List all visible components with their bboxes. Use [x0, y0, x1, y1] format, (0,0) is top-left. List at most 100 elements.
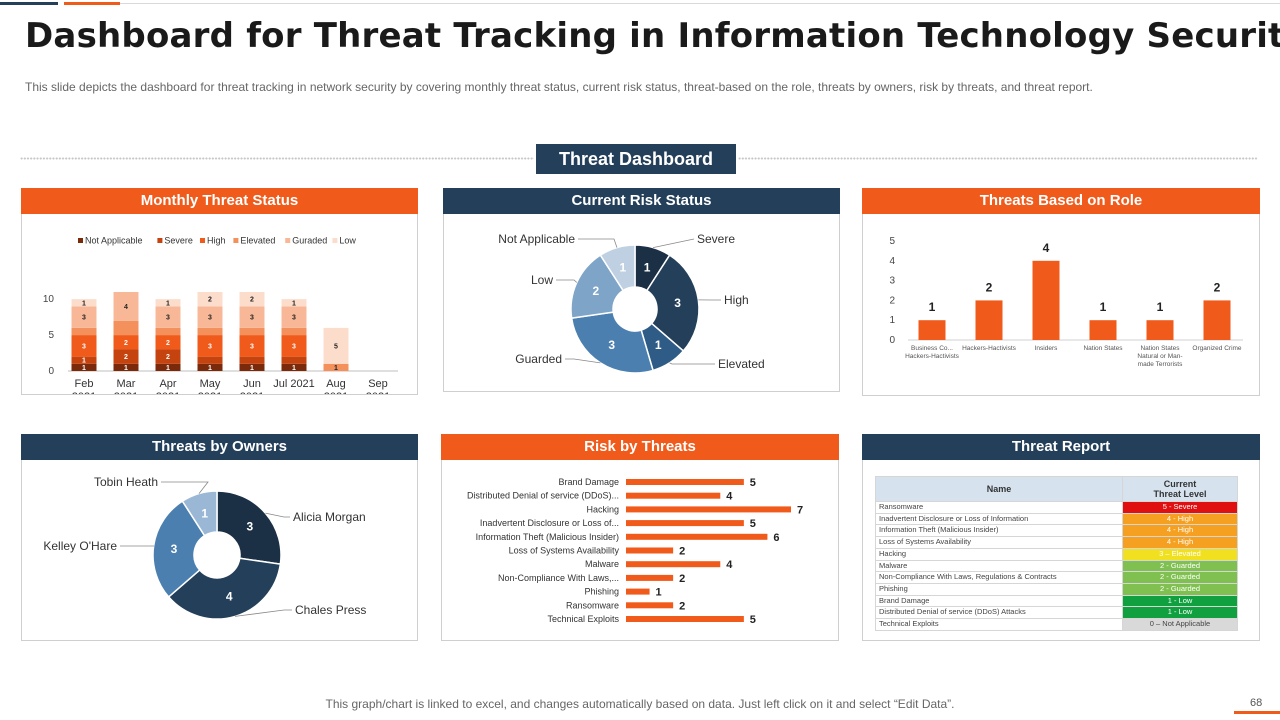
threat-value-2: 7: [797, 504, 803, 516]
report-threat-level: 2 - Guarded: [1122, 582, 1238, 596]
donut-value-2: 1: [655, 338, 662, 352]
donut-label-1: Chales Press: [295, 603, 366, 617]
report-threat-name: Technical Exploits: [875, 618, 1123, 631]
report-threat-name: Malware: [875, 559, 1123, 573]
report-row: Loss of Systems Availability 4 - High: [875, 536, 1238, 549]
bar-segment: [113, 292, 139, 321]
y-tick-1: 1: [889, 315, 895, 326]
legend-label-3: Elevated: [240, 236, 275, 246]
bar-segment: [239, 306, 265, 328]
report-row: Inadvertent Disclosure or Loss of Inform…: [875, 512, 1238, 526]
threat-bar-2: [626, 506, 791, 513]
bar-segment: [323, 327, 349, 364]
threat-bar-8: [626, 588, 650, 595]
report-threat-name: Hacking: [875, 547, 1123, 561]
report-row: Hacking 3 – Elevated: [875, 547, 1238, 561]
threat-bar-9: [626, 602, 674, 609]
donut-slice-1: [645, 254, 700, 352]
x-tick-label: Aug: [326, 378, 346, 390]
bar-segment-label: 3: [250, 315, 254, 322]
report-threat-level: 3 – Elevated: [1122, 547, 1238, 561]
report-threat-level: 2 - Guarded: [1122, 559, 1238, 573]
report-col-name: Name: [875, 476, 1123, 502]
bar-segment: [113, 335, 139, 350]
donut-value-4: 2: [593, 284, 600, 298]
x-tick-label: Apr: [159, 378, 176, 390]
x-tick-label: Sep: [368, 378, 388, 390]
bar-segment-label: 2: [124, 354, 128, 361]
x-tick-label: Jul 2021: [273, 378, 315, 390]
dotted-divider-left: [20, 156, 534, 161]
bar-segment-label: 1: [82, 300, 86, 307]
report-row: Malware 2 - Guarded: [875, 559, 1238, 573]
risk-by-threats-chart[interactable]: Brand Damage 5 Distributed Denial of servi…: [442, 460, 838, 640]
legend-label-0: Not Applicable: [85, 236, 143, 246]
bar-segment-label: 4: [124, 304, 128, 311]
donut-label-0: Severe: [697, 232, 735, 246]
threat-label-8: Phishing: [584, 587, 619, 597]
report-threat-level: 4 - High: [1122, 512, 1238, 526]
monthly-threat-panel: Monthly Threat Status Not Applicable Seve…: [21, 188, 418, 395]
threat-value-0: 5: [750, 477, 756, 489]
bar-segment: [281, 335, 307, 357]
threat-label-9: Ransomware: [566, 600, 619, 610]
bar-segment: [197, 327, 223, 336]
report-row: Ransomware 5 - Severe: [875, 501, 1238, 514]
legend-swatch-4: [285, 238, 291, 243]
report-col-level: Current Threat Level: [1122, 476, 1238, 502]
x-tick-label-line2: 2021: [324, 391, 348, 394]
report-row: Phishing 2 - Guarded: [875, 582, 1238, 596]
y-tick-1: 5: [48, 330, 54, 341]
x-tick-label-line2: 2021: [114, 391, 138, 394]
bar-segment: [239, 292, 265, 307]
leader-line-3: [161, 481, 209, 494]
bar-segment: [239, 356, 265, 364]
bar-segment-label: 2: [166, 340, 170, 347]
threat-bar-10: [626, 616, 744, 622]
report-threat-level: 1 - Low: [1122, 606, 1238, 620]
role-bar-4: [1146, 320, 1174, 340]
threat-label-10: Technical Exploits: [547, 614, 619, 624]
bar-segment: [197, 335, 223, 357]
legend-swatch-1: [157, 238, 163, 243]
dashboard-title: Threat Dashboard: [536, 144, 736, 174]
leader-line-5: [578, 238, 618, 248]
report-threat-name: Ransomware: [875, 501, 1123, 514]
role-x-label: made Terrorists: [1138, 361, 1183, 368]
threat-label-5: Loss of Systems Availability: [509, 546, 620, 556]
bar-segment: [197, 363, 223, 371]
donut-slice-0: [216, 490, 282, 565]
threat-label-0: Brand Damage: [558, 477, 619, 487]
leader-line-0: [652, 238, 695, 248]
donut-label-3: Guarded: [515, 352, 562, 366]
role-bar-3: [1089, 320, 1117, 340]
current-risk-chart[interactable]: 1 Severe 3 High 1 Elevated 3 Guarded 2 Low 1 Not Ap…: [444, 214, 839, 391]
report-threat-name: Phishing: [875, 582, 1123, 596]
bar-segment: [155, 335, 181, 350]
report-col-level-line1: Current: [1163, 479, 1197, 489]
monthly-threat-header: Monthly Threat Status: [21, 188, 418, 214]
role-bar-value-3: 1: [1100, 300, 1107, 314]
x-tick-label: Jun: [243, 378, 261, 390]
bar-segment: [113, 349, 139, 364]
x-tick-label: Mar: [117, 378, 136, 390]
report-threat-name: Non-Compliance With Laws, Regulations & …: [875, 571, 1123, 584]
threat-bar-6: [626, 561, 721, 568]
donut-value-3: 3: [608, 338, 615, 352]
top-accent-dark: [0, 2, 58, 5]
current-risk-header: Current Risk Status: [443, 188, 840, 214]
threat-label-2: Hacking: [586, 504, 619, 514]
bar-segment: [155, 349, 181, 364]
bar-segment-label: 1: [292, 300, 296, 307]
legend-label-4: Guraded: [292, 236, 327, 246]
bar-segment: [155, 363, 181, 371]
leader-line-1: [234, 609, 292, 617]
bar-segment: [71, 363, 97, 371]
y-tick-3: 3: [889, 276, 895, 287]
threats-owners-chart[interactable]: 3 Alicia Morgan 4 Chales Press 3 Kelley O'Har…: [22, 460, 417, 640]
monthly-threat-chart[interactable]: Not Applicable Severe High Elevated Guraded L…: [22, 214, 417, 394]
bar-segment: [239, 335, 265, 357]
y-tick-0: 0: [48, 366, 54, 377]
donut-slice-3: [181, 490, 218, 537]
